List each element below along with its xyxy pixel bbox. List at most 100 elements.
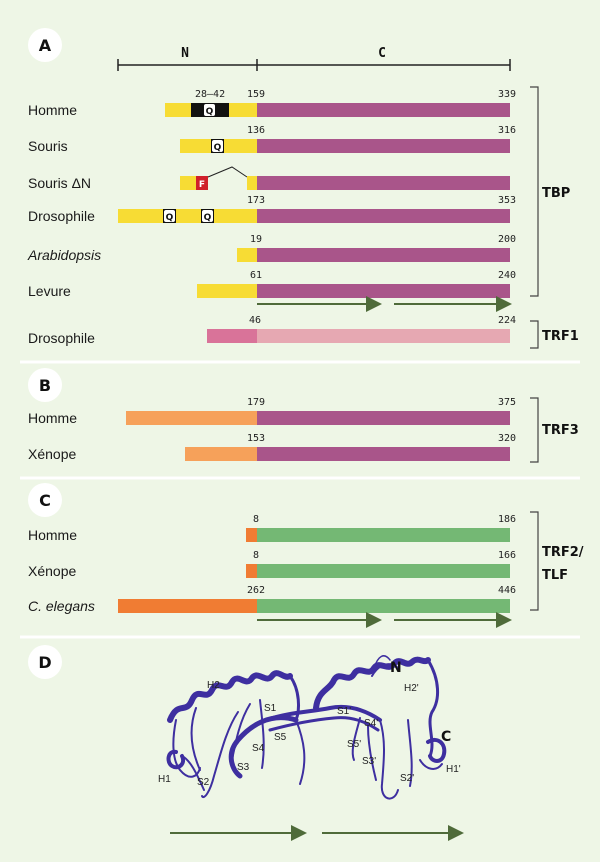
label-n-terminus: N: [390, 660, 402, 676]
row-label: Souris ΔN: [28, 175, 91, 191]
start-residue: 262: [247, 585, 265, 596]
row-label: Arabidopsis: [27, 247, 101, 263]
row-label: Xénope: [28, 446, 76, 462]
q-glyph-box: [202, 210, 213, 222]
core-domain-bar: [257, 209, 510, 223]
label-s5-prime: S5': [347, 739, 361, 750]
end-residue: 224: [498, 315, 516, 326]
label-s1: S1: [264, 703, 277, 714]
label-s3-prime: S3': [362, 756, 376, 767]
trf2-label-line1: TRF2/: [542, 545, 584, 560]
end-residue: 186: [498, 514, 516, 525]
start-residue: 159: [247, 89, 265, 100]
label-s2: S2: [197, 777, 210, 788]
tbp-bracket: TBP: [530, 86, 570, 297]
core-domain-bar: [257, 599, 510, 613]
start-residue: 153: [247, 433, 265, 444]
flag-glyph: F: [199, 180, 205, 190]
row-label: Drosophile: [28, 330, 95, 346]
panel-d-letter: D: [38, 653, 51, 672]
q-glyph: Q: [204, 213, 212, 223]
protein-ribbon-structure: [166, 655, 447, 800]
panel-d: D: [28, 645, 464, 841]
panel-c: C Homme 8 186 Xénope 8 166 C. elegans 26…: [28, 483, 584, 628]
label-s2-prime: S2': [400, 773, 414, 784]
label-h1: H1: [158, 774, 171, 785]
end-residue: 200: [498, 234, 516, 245]
motif-range: 28–42: [195, 89, 225, 100]
start-residue: 19: [250, 234, 262, 245]
label-s3: S3: [237, 762, 250, 773]
q-glyph-box: [164, 210, 175, 222]
trf2-bracket: TRF2/ TLF: [530, 511, 584, 611]
panel-d-badge: [28, 645, 62, 679]
end-residue: 166: [498, 550, 516, 561]
row-b-homme: Homme 179 375: [28, 397, 516, 426]
start-residue: 179: [247, 397, 265, 408]
start-residue: 8: [253, 514, 259, 525]
n-terminal-label: N: [181, 46, 189, 61]
c-terminal-label: C: [378, 46, 386, 61]
row-a-arabidopsis: Arabidopsis 19 200: [27, 234, 516, 263]
end-residue: 320: [498, 433, 516, 444]
trf1-bracket: TRF1: [530, 320, 579, 349]
core-domain-bar: [257, 103, 510, 117]
core-domain-bar: [257, 528, 510, 542]
q-glyph: Q: [166, 213, 174, 223]
start-residue: 46: [249, 315, 261, 326]
panel-a-letter: A: [39, 36, 52, 55]
label-h1-prime: H1': [446, 764, 461, 775]
row-a-souris-delta-n: Souris ΔN F: [28, 166, 510, 191]
panel-a: A N C Homme Q 28–42 159 339 Souris: [27, 28, 579, 349]
flag-tag: [196, 176, 208, 190]
start-residue: 173: [247, 195, 265, 206]
n-domain-bar: [197, 284, 257, 298]
n-domain-bar: [118, 209, 257, 223]
row-c-xenope: Xénope 8 166: [28, 550, 516, 579]
trf1-label: TRF1: [542, 329, 579, 344]
panel-b-badge: [28, 368, 62, 402]
row-a-drosophile: Drosophile Q Q 173 353: [28, 195, 516, 224]
n-domain-bar: [118, 599, 257, 613]
row-label: Xénope: [28, 563, 76, 579]
panel-c-letter: C: [39, 491, 51, 510]
trf3-bracket: TRF3: [530, 397, 579, 463]
label-s4: S4: [252, 743, 265, 754]
label-h2-prime: H2': [404, 683, 419, 694]
tbp-label: TBP: [542, 186, 570, 201]
row-b-xenope: Xénope 153 320: [28, 433, 516, 462]
label-s1-prime: S1': [337, 706, 351, 717]
panel-b-letter: B: [39, 376, 51, 395]
panel-b: B Homme 179 375 Xénope 153 320 TRF3: [28, 368, 579, 463]
n-domain-bar: [126, 411, 257, 425]
label-c-terminus: C: [441, 729, 451, 745]
n-domain-bar: [237, 248, 257, 262]
start-residue: 61: [250, 270, 262, 281]
q-glyph-box: [212, 140, 223, 152]
n-domain-bar: [246, 564, 257, 578]
row-label: Homme: [28, 410, 77, 426]
label-s4-prime: S4': [364, 718, 378, 729]
row-label: Drosophile: [28, 208, 95, 224]
q-glyph-box: [204, 104, 215, 116]
label-h2: H2: [207, 680, 220, 691]
core-domain-bar: [257, 447, 510, 461]
core-domain-bar: [257, 411, 510, 425]
end-residue: 339: [498, 89, 516, 100]
end-residue: 240: [498, 270, 516, 281]
row-label: Levure: [28, 283, 71, 299]
row-a-homme: Homme Q 28–42 159 339: [28, 89, 516, 118]
start-residue: 8: [253, 550, 259, 561]
row-label: C. elegans: [28, 598, 95, 614]
end-residue: 446: [498, 585, 516, 596]
core-domain-bar: [257, 139, 510, 153]
end-residue: 316: [498, 125, 516, 136]
n-domain-remnant: [247, 176, 257, 190]
trf2-label-line2: TLF: [542, 568, 568, 583]
trf3-label: TRF3: [542, 423, 579, 438]
row-c-c-elegans: C. elegans 262 446: [28, 585, 516, 614]
core-domain-bar: [257, 284, 510, 298]
deletion-arc: [207, 166, 248, 178]
row-a-levure: Levure 61 240: [28, 270, 516, 299]
